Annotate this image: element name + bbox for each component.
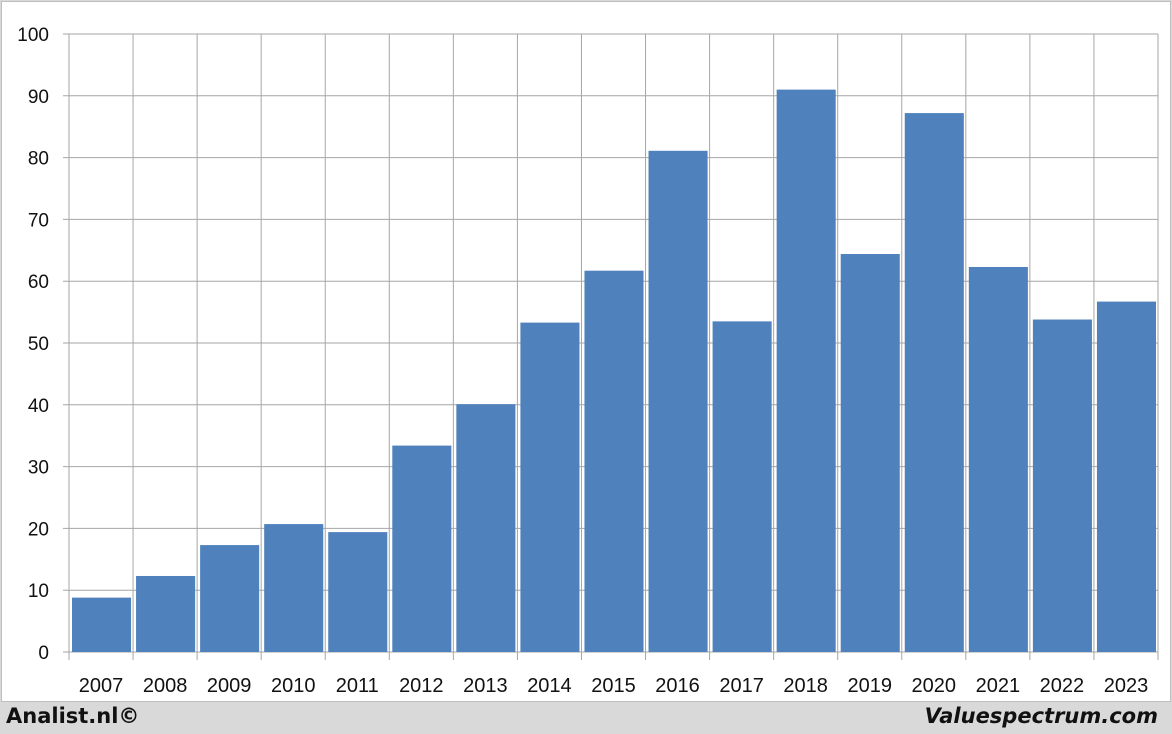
- y-tick-label: 70: [28, 210, 49, 231]
- footer-right-credit: Valuespectrum.com: [924, 704, 1158, 728]
- bar-2008: [136, 575, 196, 652]
- x-tick-label: 2010: [271, 675, 316, 697]
- x-tick-label: 2011: [336, 675, 379, 697]
- bar-2018: [776, 89, 836, 653]
- bar-2014: [520, 322, 580, 652]
- bar-2012: [392, 445, 452, 652]
- bar-2023: [1096, 301, 1156, 652]
- x-tick-label: 2019: [847, 675, 892, 697]
- bar-2007: [72, 597, 132, 652]
- y-tick-label: 40: [28, 396, 49, 417]
- bars: [72, 89, 1156, 653]
- x-tick-label: 2012: [399, 675, 444, 697]
- bar-2009: [200, 545, 260, 652]
- x-tick-label: 2016: [655, 675, 700, 697]
- x-tick-label: 2023: [1104, 675, 1149, 697]
- bar-2016: [648, 150, 708, 652]
- footer-left-credit: Analist.nl©: [6, 704, 140, 728]
- y-tick-label: 100: [17, 25, 49, 46]
- y-tick-label: 60: [28, 272, 49, 293]
- grid-lines: [63, 33, 1159, 660]
- y-tick-label: 10: [28, 581, 49, 602]
- x-tick-label: 2013: [463, 675, 508, 697]
- y-tick-label: 20: [28, 519, 49, 540]
- bar-2019: [840, 254, 900, 652]
- x-tick-label: 2015: [591, 675, 636, 697]
- bar-2015: [584, 270, 644, 652]
- x-tick-label: 2009: [207, 675, 252, 697]
- x-tick-label: 2014: [527, 675, 572, 697]
- chart-frame: 0 10 20 30 40 50 60 70 80 90 100 2007 2008 2009 2010 2…: [1, 1, 1171, 702]
- y-tick-label: 80: [28, 149, 49, 170]
- x-tick-label: 2017: [719, 675, 764, 697]
- bar-2022: [1032, 319, 1092, 652]
- bar-2020: [904, 113, 964, 652]
- x-axis-ticks: 2007 2008 2009 2010 2011 2012 2013 2014 2015 2016…: [79, 675, 1148, 697]
- x-tick-label: 2022: [1040, 675, 1085, 697]
- bar-2021: [968, 266, 1028, 652]
- x-tick-label: 2021: [976, 675, 1021, 697]
- y-axis-ticks: 0 10 20 30 40 50 60 70 80 90 100: [17, 25, 49, 664]
- bar-2010: [264, 524, 324, 652]
- bar-2017: [712, 321, 772, 652]
- x-tick-label: 2008: [143, 675, 188, 697]
- x-tick-label: 2018: [783, 675, 828, 697]
- bar-2013: [456, 404, 516, 652]
- x-tick-label: 2007: [79, 675, 124, 697]
- y-tick-label: 50: [28, 334, 49, 355]
- y-tick-label: 30: [28, 458, 49, 479]
- y-tick-label: 90: [28, 87, 49, 108]
- bar-2011: [328, 532, 388, 652]
- x-tick-label: 2020: [912, 675, 957, 697]
- y-tick-label: 0: [38, 643, 49, 664]
